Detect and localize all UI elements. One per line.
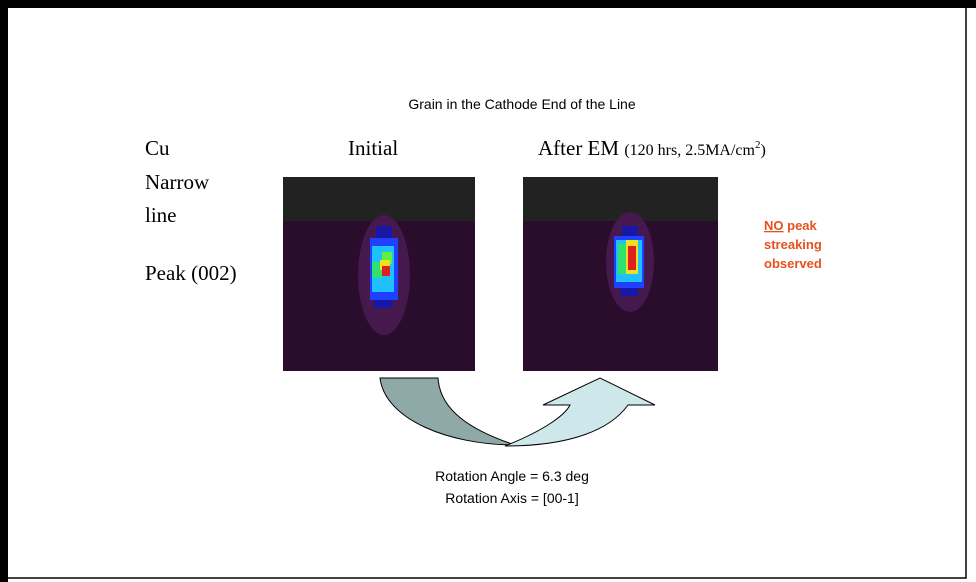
callout-text: peak [787,218,817,233]
panel-label: Initial [348,136,398,160]
callout-text: observed [764,256,822,271]
callout-text: streaking [764,237,822,252]
callout: NO peak [764,218,818,233]
slide: Grain in the Cathode End of the Line Cu … [0,0,976,582]
frame-left [0,0,8,582]
slide-title: Grain in the Cathode End of the Line [408,96,635,112]
frame-top [0,0,976,8]
callout-emphasis: NO [764,218,784,233]
panel-note-end: ) [760,142,765,159]
panel-note: (120 hrs, 2.5MA/cm [624,142,755,159]
sample-label: line [145,203,177,227]
panel-label: After EM [538,136,619,160]
heatmap-after [523,177,718,371]
sample-label: Narrow [145,170,210,194]
rotation-text: Rotation Axis = [00-1] [445,490,578,506]
rotation-text: Rotation Angle = 6.3 deg [435,468,589,484]
page: Grain in the Cathode End of the Line Cu … [0,0,976,582]
peak-label: Peak (002) [145,261,237,285]
heatmap-initial [283,177,475,371]
sample-label: Cu [145,136,170,160]
